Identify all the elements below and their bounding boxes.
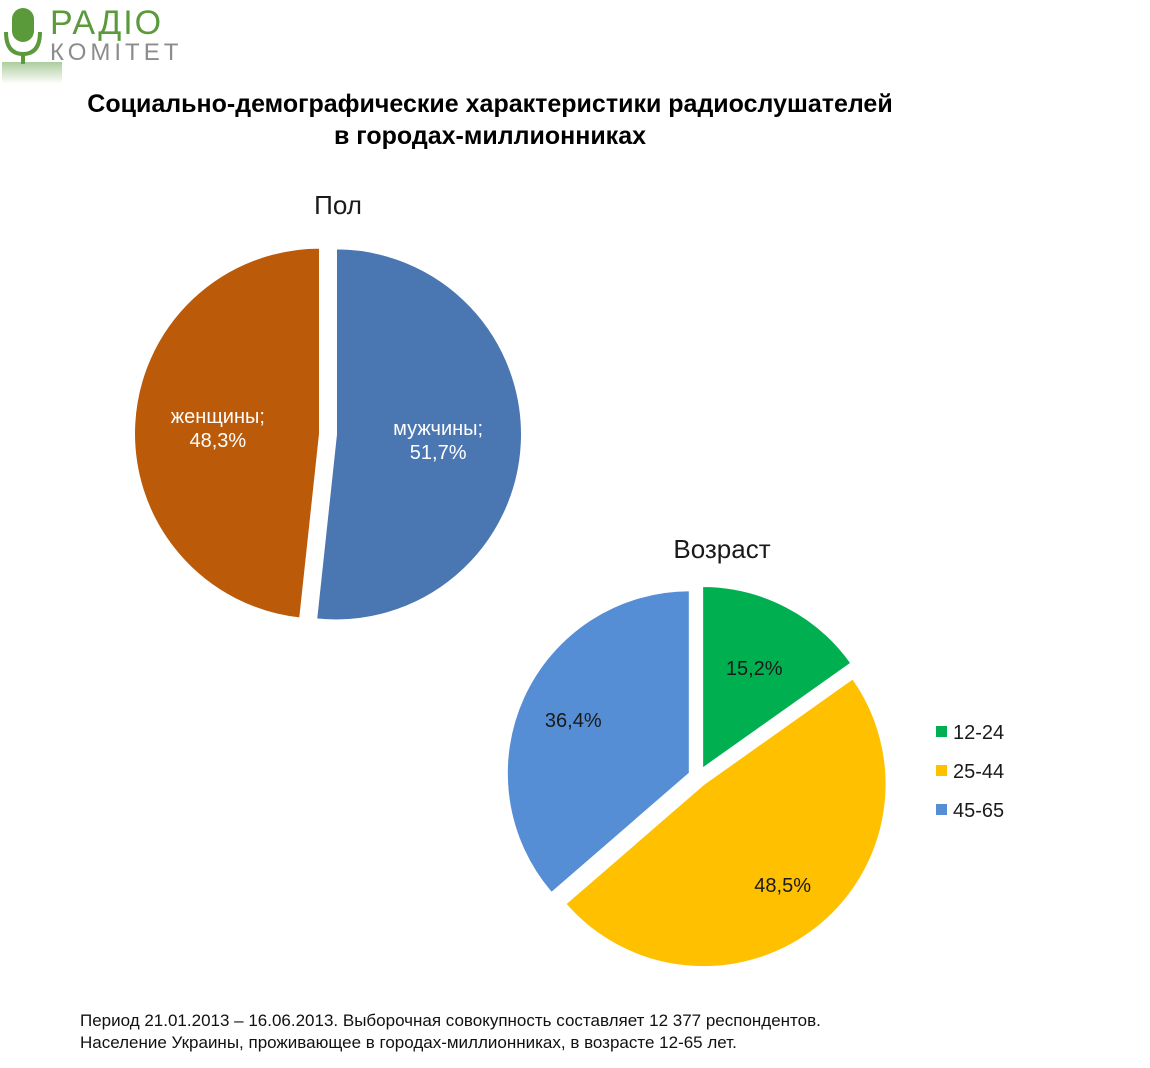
legend-label: 25-44 — [953, 761, 1004, 783]
pie-data-label: 51,7% — [410, 442, 467, 464]
legend-label: 12-24 — [953, 722, 1004, 744]
pie-chart-1: Пол мужчины;51,7% женщины;48,3% — [133, 190, 523, 622]
page-title: Социально-демографические характеристики… — [0, 88, 980, 152]
legend-label: 45-65 — [953, 800, 1004, 822]
logo-text-top: РАДІО — [50, 4, 163, 42]
pie-charts: Пол мужчины;51,7% женщины;48,3% Возраст 15,2… — [133, 190, 1004, 969]
pie-legend: 12-24 25-44 45-65 — [936, 722, 1004, 822]
page-title-line2: в городах-миллионниках — [333, 122, 647, 150]
logo-text-bottom: КОМІТЕТ — [50, 39, 182, 66]
radio-komitet-logo: РАДІО КОМІТЕТ — [2, 4, 192, 84]
pie-title: Пол — [314, 190, 362, 220]
pie-title: Возраст — [673, 534, 770, 564]
footnote-line2: Население Украины, проживающее в городах… — [80, 1033, 737, 1052]
microphone-icon — [4, 8, 42, 64]
pie-data-label: 15,2% — [726, 658, 783, 680]
pie-chart-2: Возраст 15,2% 48,5% 36,4% 12-24 25-44 45-65 — [505, 534, 1004, 969]
pie-slice-12-24 — [701, 585, 853, 771]
pie-data-label: 36,4% — [545, 710, 602, 732]
pie-slice-45-65 — [505, 589, 691, 895]
pie-slice-женщины — [133, 246, 322, 620]
pie-data-label: женщины; — [171, 406, 265, 428]
pie-data-label: 48,3% — [189, 430, 246, 452]
page-title-line1: Социально-демографические характеристики… — [87, 90, 893, 118]
legend-swatch-12-24 — [936, 726, 947, 737]
legend-swatch-25-44 — [936, 765, 947, 776]
pie-slice-мужчины — [315, 247, 523, 622]
footnote-line1: Период 21.01.2013 – 16.06.2013. Выборочн… — [80, 1011, 821, 1030]
legend-swatch-45-65 — [936, 804, 947, 815]
pie-slice-25-44 — [563, 676, 888, 969]
pie-data-label: 48,5% — [754, 875, 811, 897]
pie-data-label: мужчины; — [393, 418, 483, 440]
footnote: Период 21.01.2013 – 16.06.2013. Выборочн… — [80, 1010, 1080, 1054]
